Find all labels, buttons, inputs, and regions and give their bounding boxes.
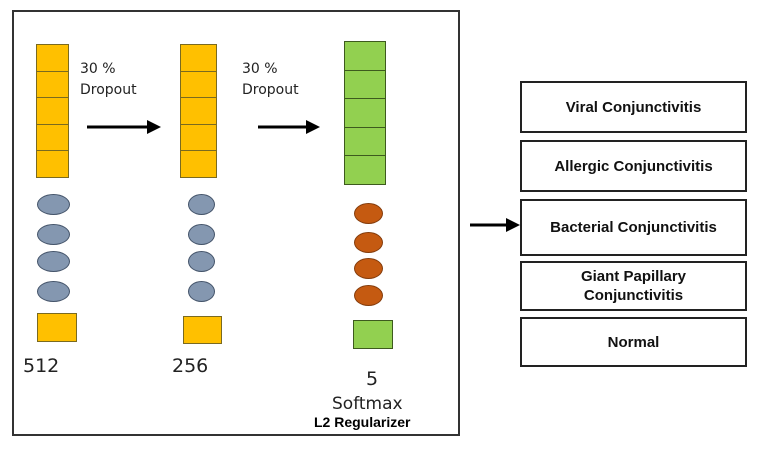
- output-unit: [344, 98, 386, 128]
- output-node: [354, 232, 383, 253]
- layer-2-bias-unit: [183, 316, 222, 344]
- regularizer-label: L2 Regularizer: [314, 414, 411, 430]
- layer-1-node: [37, 194, 70, 215]
- output-node: [354, 203, 383, 224]
- output-unit: [344, 126, 386, 157]
- output-layer-stack: [344, 41, 386, 185]
- output-node: [354, 258, 383, 279]
- network-panel: [12, 10, 460, 436]
- arrow-right-icon: [470, 218, 520, 232]
- class-box-normal: Normal: [520, 317, 747, 367]
- output-node: [354, 285, 383, 306]
- activation-label: Softmax: [332, 394, 403, 414]
- layer-2-unit: [180, 123, 217, 152]
- output-unit: [344, 69, 386, 100]
- layer-2-unit: [180, 44, 217, 72]
- layer-2-units-label: 256: [172, 355, 209, 377]
- output-unit: [344, 41, 386, 71]
- layer-1-unit: [36, 123, 69, 152]
- layer-1-unit: [36, 44, 69, 72]
- layer-1-unit: [36, 70, 69, 99]
- layer-1-dropout-label: Dropout: [80, 82, 137, 98]
- class-box-bacterial: Bacterial Conjunctivitis: [520, 199, 747, 256]
- layer-2-unit: [180, 97, 217, 125]
- output-unit: [344, 155, 386, 185]
- arrow-right-icon: [258, 120, 320, 134]
- layer-2-unit: [180, 70, 217, 99]
- layer-1-unit: [36, 150, 69, 178]
- output-units-label: 5: [366, 368, 379, 390]
- class-box-viral: Viral Conjunctivitis: [520, 81, 747, 133]
- layer-1-node: [37, 251, 70, 272]
- layer-2-stack: [180, 44, 217, 178]
- class-box-allergic: Allergic Conjunctivitis: [520, 140, 747, 192]
- layer-2-node: [188, 194, 215, 215]
- layer-2-node: [188, 281, 215, 302]
- layer-1-unit: [36, 97, 69, 125]
- layer-1-units-label: 512: [23, 355, 60, 377]
- layer-2-node: [188, 224, 215, 245]
- output-bias-unit: [353, 320, 393, 349]
- layer-1-dropout-value: 30 %: [80, 61, 116, 77]
- layer-1-node: [37, 224, 70, 245]
- layer-2-unit: [180, 150, 217, 178]
- layer-1-bias-unit: [37, 313, 77, 342]
- layer-2-dropout-label: Dropout: [242, 82, 299, 98]
- layer-1-node: [37, 281, 70, 302]
- layer-1-stack: [36, 44, 69, 178]
- class-box-giant-papillary: Giant Papillary Conjunctivitis: [520, 261, 747, 311]
- arrow-right-icon: [87, 120, 161, 134]
- layer-2-node: [188, 251, 215, 272]
- layer-2-dropout-value: 30 %: [242, 61, 278, 77]
